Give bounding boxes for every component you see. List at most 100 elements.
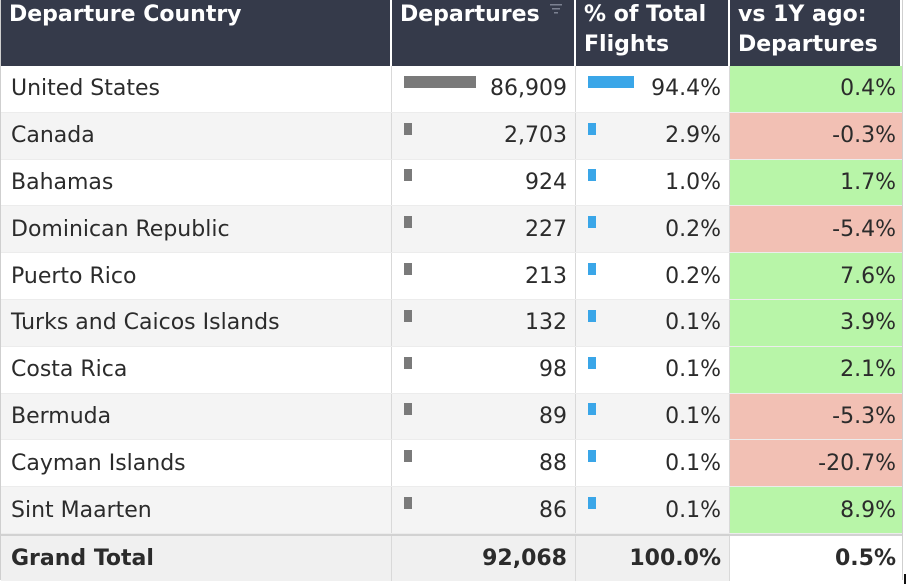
pct-value: 1.0% (665, 169, 721, 195)
departures-bar (404, 75, 476, 88)
departures-value: 89 (539, 403, 567, 429)
table-row[interactable]: Sint Maarten 86 0.1% 8.9% (1, 487, 902, 534)
country-cell: Canada (1, 112, 392, 159)
departures-bar (404, 263, 412, 276)
header-label: Flights (584, 32, 670, 57)
departures-cell: 86 (392, 487, 576, 533)
departures-value: 227 (525, 216, 567, 242)
total-pct: 100.0% (576, 535, 730, 581)
header-pct-total-flights[interactable]: % of Total Flights (576, 0, 730, 66)
pct-bar (588, 450, 596, 463)
country-cell: Sint Maarten (1, 487, 392, 533)
header-departures[interactable]: Departures (392, 0, 576, 66)
country-cell: Turks and Caicos Islands (1, 299, 392, 346)
country-name: Dominican Republic (11, 216, 230, 242)
country-name: Bermuda (11, 403, 112, 429)
departures-bar (404, 122, 412, 135)
country-name: Costa Rica (11, 357, 128, 383)
yoy-value: 3.9% (840, 310, 896, 336)
table-row[interactable]: Canada 2,703 2.9% -0.3% (1, 112, 902, 160)
departures-bar (404, 169, 412, 182)
departures-value: 98 (539, 357, 567, 383)
departures-value: 924 (525, 169, 567, 195)
departures-cell: 132 (392, 299, 576, 346)
pct-cell: 0.1% (576, 299, 730, 346)
total-yoy: 0.5% (730, 535, 902, 581)
pct-bar (588, 403, 596, 416)
table-row[interactable]: Cayman Islands 88 0.1% -20.7% (1, 440, 902, 488)
departures-cell: 88 (392, 440, 576, 487)
grand-total-row: Grand Total 92,068 100.0% 0.5% (1, 533, 902, 581)
pct-value: 0.1% (665, 403, 721, 429)
header-label: Departure Country (9, 2, 242, 27)
departures-cell: 213 (392, 253, 576, 299)
country-cell: Dominican Republic (1, 206, 392, 253)
departures-cell: 89 (392, 393, 576, 440)
sort-icon[interactable] (549, 2, 563, 16)
yoy-cell: 2.1% (730, 346, 902, 393)
pct-cell: 0.1% (576, 440, 730, 487)
total-departures: 92,068 (392, 535, 576, 581)
yoy-cell: 0.4% (730, 66, 902, 112)
table-header: Departure Country Departures % of Total … (1, 0, 902, 66)
yoy-value: -0.3% (832, 123, 896, 149)
pct-bar (588, 122, 596, 135)
departures-value: 213 (525, 263, 567, 289)
header-label: vs 1Y ago: (738, 2, 867, 27)
yoy-cell: 8.9% (730, 487, 902, 533)
table-row[interactable]: Puerto Rico 213 0.2% 7.6% (1, 253, 902, 300)
departures-value: 2,703 (504, 123, 567, 149)
departures-bar (404, 356, 412, 369)
departures-bar (404, 450, 412, 463)
table-row[interactable]: Bermuda 89 0.1% -5.3% (1, 393, 902, 441)
departures-cell: 98 (392, 346, 576, 393)
pct-value: 0.2% (665, 263, 721, 289)
country-name: United States (11, 76, 160, 102)
country-name: Canada (11, 123, 95, 149)
departures-value: 132 (525, 310, 567, 336)
country-name: Bahamas (11, 169, 114, 195)
yoy-value: 2.1% (840, 357, 896, 383)
yoy-value: -20.7% (818, 450, 896, 476)
table-row[interactable]: Costa Rica 98 0.1% 2.1% (1, 346, 902, 394)
pct-value: 0.2% (665, 216, 721, 242)
departures-value: 86 (539, 497, 567, 523)
country-name: Cayman Islands (11, 450, 186, 476)
pct-cell: 94.4% (576, 66, 730, 112)
yoy-cell: -0.3% (730, 112, 902, 159)
pct-bar (588, 216, 596, 229)
pct-cell: 0.1% (576, 393, 730, 440)
departures-bar (404, 309, 412, 322)
country-cell: Cayman Islands (1, 440, 392, 487)
pct-value: 0.1% (665, 450, 721, 476)
table-row[interactable]: Dominican Republic 227 0.2% -5.4% (1, 206, 902, 254)
pct-cell: 0.1% (576, 346, 730, 393)
pct-bar (588, 309, 596, 322)
pct-value: 0.1% (665, 357, 721, 383)
yoy-value: 8.9% (840, 497, 896, 523)
pct-value: 0.1% (665, 310, 721, 336)
pct-cell: 0.2% (576, 206, 730, 253)
pct-bar (588, 263, 596, 276)
pct-value: 2.9% (665, 123, 721, 149)
departures-cell: 86,909 (392, 66, 576, 112)
header-vs-1y-ago[interactable]: vs 1Y ago: Departures (730, 0, 902, 66)
table-row[interactable]: United States 86,909 94.4% 0.4% (1, 66, 902, 113)
yoy-value: 1.7% (840, 169, 896, 195)
pct-bar (588, 75, 634, 88)
country-cell: Bermuda (1, 393, 392, 440)
pct-bar (588, 356, 596, 369)
header-departure-country[interactable]: Departure Country (1, 0, 392, 66)
corner-mark (904, 574, 906, 584)
departures-bar (404, 216, 412, 229)
pct-bar (588, 169, 596, 182)
departures-value: 88 (539, 450, 567, 476)
departures-cell: 924 (392, 159, 576, 206)
yoy-value: -5.3% (832, 403, 896, 429)
yoy-cell: -5.3% (730, 393, 902, 440)
table-row[interactable]: Bahamas 924 1.0% 1.7% (1, 159, 902, 207)
table-row[interactable]: Turks and Caicos Islands 132 0.1% 3.9% (1, 299, 902, 347)
country-cell: Costa Rica (1, 346, 392, 393)
pct-bar (588, 497, 596, 510)
